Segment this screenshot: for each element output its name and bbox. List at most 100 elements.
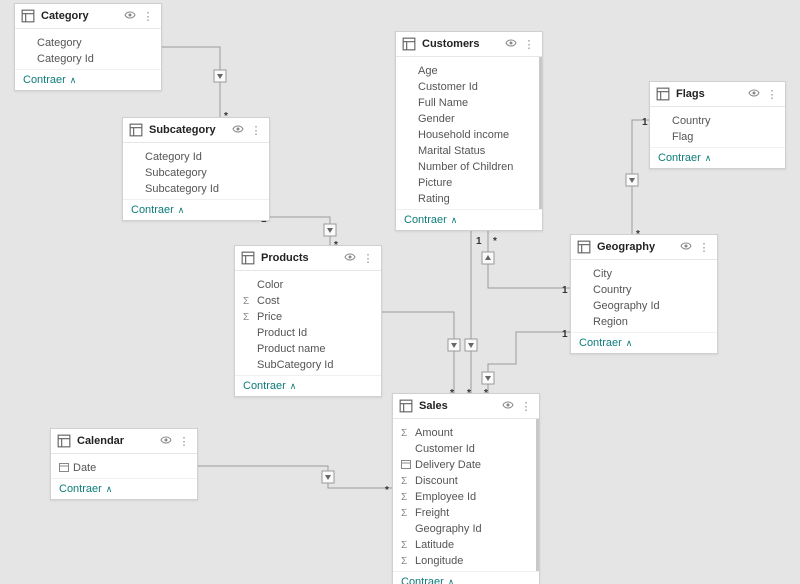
more-options-icon[interactable]: ⋮ <box>522 38 536 51</box>
field-row[interactable]: Subcategory <box>123 165 269 181</box>
collapse-button[interactable]: Contraer∧ <box>650 147 785 168</box>
field-row[interactable]: Subcategory Id <box>123 181 269 197</box>
more-options-icon[interactable]: ⋮ <box>697 241 711 254</box>
table-flags[interactable]: Flags⋮ CountryFlag Contraer∧ <box>649 81 786 169</box>
field-type-icon: Σ <box>401 492 415 503</box>
table-sales[interactable]: Sales⋮ ΣAmountCustomer Id Delivery Date ΣDi… <box>392 393 540 584</box>
field-row[interactable]: Delivery Date <box>393 457 536 473</box>
relationship-line[interactable] <box>160 47 220 117</box>
field-row[interactable]: Country <box>571 282 717 298</box>
field-name: Age <box>418 65 531 77</box>
table-header[interactable]: Geography⋮ <box>571 235 717 260</box>
more-options-icon[interactable]: ⋮ <box>141 10 155 23</box>
field-row[interactable]: ΣPrice <box>235 309 381 325</box>
field-row[interactable]: Category <box>15 35 161 51</box>
relationship-line[interactable] <box>380 312 454 393</box>
relationship-line[interactable] <box>488 227 570 288</box>
field-name: Product Id <box>257 327 373 339</box>
relationship-line[interactable] <box>488 332 570 393</box>
collapse-button[interactable]: Contraer∧ <box>15 69 161 90</box>
table-subcategory[interactable]: Subcategory⋮ Category Id SubcategorySubcat… <box>122 117 270 221</box>
field-row[interactable]: Rating <box>396 191 539 207</box>
field-row[interactable]: SubCategory Id <box>235 357 381 373</box>
filter-direction-icon <box>214 70 226 82</box>
table-header[interactable]: Customers⋮ <box>396 32 542 57</box>
more-options-icon[interactable]: ⋮ <box>249 124 263 137</box>
field-row[interactable]: ΣAmount <box>393 425 536 441</box>
field-name: Delivery Date <box>415 459 528 471</box>
field-row[interactable]: Product Id <box>235 325 381 341</box>
field-row[interactable]: Customer Id <box>396 79 539 95</box>
arrow-icon <box>485 255 491 260</box>
collapse-button[interactable]: Contraer∧ <box>123 199 269 220</box>
field-row[interactable]: Product name <box>235 341 381 357</box>
field-row[interactable]: Category Id <box>123 149 269 165</box>
field-row[interactable]: Geography Id <box>393 521 536 537</box>
field-row[interactable]: ΣFreight <box>393 505 536 521</box>
visibility-icon[interactable] <box>747 87 761 102</box>
more-options-icon[interactable]: ⋮ <box>177 435 191 448</box>
field-row[interactable]: Category Id <box>15 51 161 67</box>
field-row[interactable]: Customer Id <box>393 441 536 457</box>
visibility-icon[interactable] <box>231 123 245 138</box>
field-name: Longitude <box>415 555 528 567</box>
table-category[interactable]: Category⋮CategoryCategory IdContraer∧ <box>14 3 162 91</box>
relationship-line[interactable] <box>268 217 330 245</box>
table-header[interactable]: Sales⋮ <box>393 394 539 419</box>
collapse-button[interactable]: Contraer∧ <box>571 332 717 353</box>
field-row[interactable]: Picture <box>396 175 539 191</box>
table-header[interactable]: Category ⋮ <box>15 4 161 29</box>
field-row[interactable]: ΣEmployee Id <box>393 489 536 505</box>
visibility-icon[interactable] <box>504 37 518 52</box>
field-row[interactable]: Date <box>51 460 197 476</box>
visibility-icon[interactable] <box>343 251 357 266</box>
filter-direction-icon <box>448 339 460 351</box>
field-row[interactable]: Number of Children <box>396 159 539 175</box>
field-row[interactable]: Full Name <box>396 95 539 111</box>
field-row[interactable]: Region <box>571 314 717 330</box>
relationship-line[interactable] <box>196 466 392 488</box>
field-row[interactable]: ΣCost <box>235 293 381 309</box>
table-geography[interactable]: Geography⋮ CityCountryGeography IdRegion C… <box>570 234 718 354</box>
field-row[interactable]: Marital Status <box>396 143 539 159</box>
field-row[interactable]: Geography Id <box>571 298 717 314</box>
collapse-button[interactable]: Contraer∧ <box>393 571 539 584</box>
relationship-line[interactable] <box>632 120 649 234</box>
field-row[interactable]: Color <box>235 277 381 293</box>
table-products[interactable]: Products⋮ ColorΣCostΣPrice Product Id Produ… <box>234 245 382 397</box>
field-row[interactable]: City <box>571 266 717 282</box>
visibility-icon[interactable] <box>159 434 173 449</box>
visibility-icon[interactable] <box>501 399 515 414</box>
table-header[interactable]: Subcategory⋮ <box>123 118 269 143</box>
more-options-icon[interactable]: ⋮ <box>361 252 375 265</box>
field-row[interactable]: Household income <box>396 127 539 143</box>
cardinality-one: 1 <box>562 329 568 340</box>
table-header[interactable]: Calendar⋮ <box>51 429 197 454</box>
collapse-button[interactable]: Contraer∧ <box>396 209 542 230</box>
field-row[interactable]: Gender <box>396 111 539 127</box>
field-row[interactable]: Country <box>650 113 785 129</box>
field-row[interactable]: Flag <box>650 129 785 145</box>
more-options-icon[interactable]: ⋮ <box>519 400 533 413</box>
field-row[interactable]: ΣLongitude <box>393 553 536 569</box>
table-customers[interactable]: Customers⋮ Age Customer IdFull NameGenderH… <box>395 31 543 231</box>
table-name: Category <box>41 10 119 22</box>
table-header[interactable]: Flags⋮ <box>650 82 785 107</box>
collapse-label: Contraer <box>658 152 701 164</box>
filter-direction-icon <box>482 252 494 264</box>
field-row[interactable]: ΣDiscount <box>393 473 536 489</box>
field-name: Product name <box>257 343 373 355</box>
table-header[interactable]: Products⋮ <box>235 246 381 271</box>
field-row[interactable]: Age <box>396 63 539 79</box>
visibility-icon[interactable] <box>679 240 693 255</box>
field-row[interactable]: ΣLatitude <box>393 537 536 553</box>
more-options-icon[interactable]: ⋮ <box>765 88 779 101</box>
field-name: Category Id <box>145 151 261 163</box>
field-name: Employee Id <box>415 491 528 503</box>
table-calendar[interactable]: Calendar⋮ Date Contraer∧ <box>50 428 198 500</box>
visibility-icon[interactable] <box>123 9 137 24</box>
arrow-icon <box>468 343 474 348</box>
collapse-button[interactable]: Contraer∧ <box>235 375 381 396</box>
collapse-button[interactable]: Contraer∧ <box>51 478 197 499</box>
collapse-label: Contraer <box>401 576 444 584</box>
